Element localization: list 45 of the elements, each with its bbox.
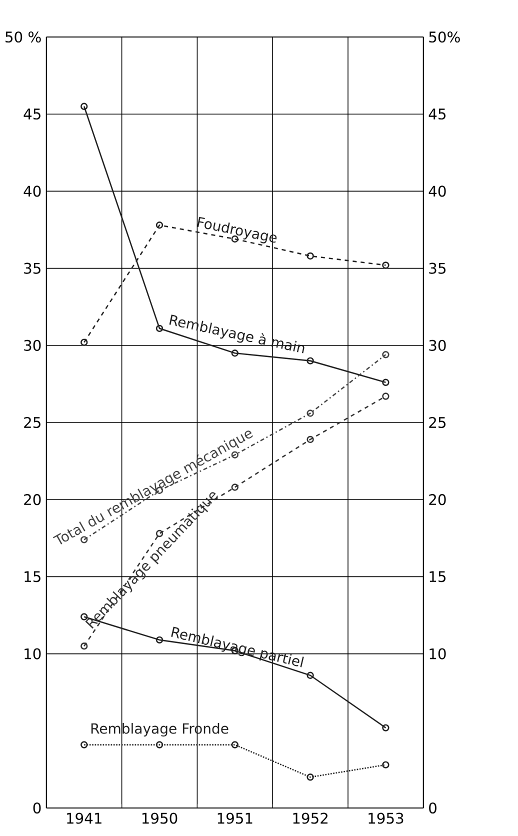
y-tick-label: 25: [24, 416, 40, 428]
point: [156, 324, 164, 332]
y2-tick-label: 25: [429, 416, 446, 428]
point: [156, 222, 164, 229]
y2-tick-label: 0: [429, 802, 436, 814]
point: [306, 252, 314, 260]
x-tick-label: 1952: [293, 812, 328, 824]
x-tick-label: 1950: [142, 812, 178, 824]
y-tick-label: 30: [24, 340, 41, 351]
point: [382, 262, 390, 269]
y-tick-label: 35: [24, 262, 40, 274]
y2-tick-label: 15: [430, 571, 446, 582]
point: [231, 741, 238, 748]
y-tick-label: 10: [24, 648, 41, 660]
y-tick-label: 40: [24, 186, 41, 197]
x-tick-label: 1953: [368, 812, 404, 824]
point: [306, 774, 314, 781]
y-tick-label: 20: [24, 494, 41, 506]
point: [306, 357, 314, 364]
y-tick-label: 45: [24, 108, 40, 120]
point: [306, 410, 314, 417]
point: [306, 672, 314, 679]
y-tick-label: 50 %: [6, 31, 41, 43]
x-tick-label: 1941: [67, 812, 102, 824]
y2-tick-label: 20: [429, 494, 446, 506]
point: [156, 741, 164, 748]
y-tick-label: 0: [33, 802, 41, 814]
point: [382, 761, 390, 768]
point: [80, 338, 88, 346]
point: [382, 392, 390, 400]
y2-tick-label: 30: [429, 340, 446, 351]
y2-tick-label: 50%: [429, 31, 460, 43]
y2-tick-label: 40: [428, 186, 446, 197]
x-tick-label: 1951: [218, 812, 252, 824]
point: [80, 642, 88, 650]
y2-tick-label: 10: [430, 648, 446, 660]
point: [231, 350, 238, 357]
y-tick-label: 15: [24, 571, 40, 582]
point: [382, 351, 390, 358]
y2-tick-label: 45: [428, 108, 446, 120]
point: [80, 741, 88, 748]
point: [231, 484, 238, 491]
y2-tick-label: 35: [429, 262, 446, 274]
point: [156, 636, 164, 644]
point: [306, 436, 314, 444]
